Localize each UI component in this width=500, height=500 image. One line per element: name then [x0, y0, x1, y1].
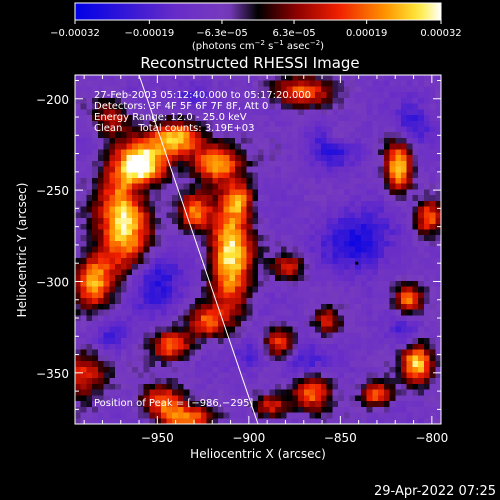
annotation-detectors: Detectors: 3F 4F 5F 6F 7F 8F, Att 0	[94, 101, 268, 112]
plot-area	[74, 74, 442, 425]
x-axis-ticks: −950 −900 −850 −800	[83, 75, 448, 445]
heatmap-image	[75, 75, 441, 424]
y-tick-label: −200	[36, 93, 69, 107]
colorbar: −0.00032 −0.00019 −6.3e−05 6.3e−05 0.00019 0.…	[50, 2, 462, 52]
y-tick-label: −300	[36, 275, 69, 289]
peak-marker	[355, 261, 359, 265]
timestamp: 29-Apr-2022 07:25	[374, 484, 496, 499]
annotation-energy-range: Energy Range: 12.0 - 25.0 keV	[94, 112, 247, 123]
annotation-clean-counts: Clean Total counts: 3.19E+03	[94, 123, 254, 134]
chart-title: Reconstructed RHESSI Image	[140, 54, 359, 72]
colorbar-gradient	[74, 2, 442, 21]
annotation-peak-position: Position of Peak = [−986,−295]	[94, 398, 253, 409]
x-tick-label: −950	[141, 431, 174, 445]
colorbar-tick-label: 0.00032	[420, 28, 461, 39]
x-axis-label: Heliocentric X (arcsec)	[190, 447, 326, 461]
colorbar-tick-label: −6.3e−05	[196, 28, 248, 39]
colorbar-tick-label: 6.3e−05	[272, 28, 315, 39]
plot-frame	[74, 74, 442, 425]
colorbar-units-label: (photons cm−2 s−1 asec−2)	[192, 39, 324, 52]
annotations: 27-Feb-2003 05:12:40.000 to 05:17:20.000…	[94, 90, 311, 409]
y-tick-label: −350	[36, 367, 69, 381]
colorbar-tick-label: −0.00019	[124, 28, 174, 39]
x-tick-label: −900	[232, 431, 265, 445]
annotation-time-range: 27-Feb-2003 05:12:40.000 to 05:17:20.000	[94, 90, 311, 101]
y-tick-label: −250	[36, 184, 69, 198]
y-axis-ticks: −200 −250 −300 −350	[36, 79, 441, 410]
colorbar-ticks: −0.00032 −0.00019 −6.3e−05 6.3e−05 0.00019 0.…	[50, 20, 462, 39]
colorbar-tick-label: 0.00019	[346, 28, 387, 39]
y-axis-label: Heliocentric Y (arcsec)	[15, 183, 29, 318]
colorbar-tick-label: −0.00032	[50, 28, 100, 39]
x-tick-label: −800	[415, 431, 448, 445]
solar-limb-line	[138, 75, 259, 424]
x-tick-label: −850	[324, 431, 357, 445]
